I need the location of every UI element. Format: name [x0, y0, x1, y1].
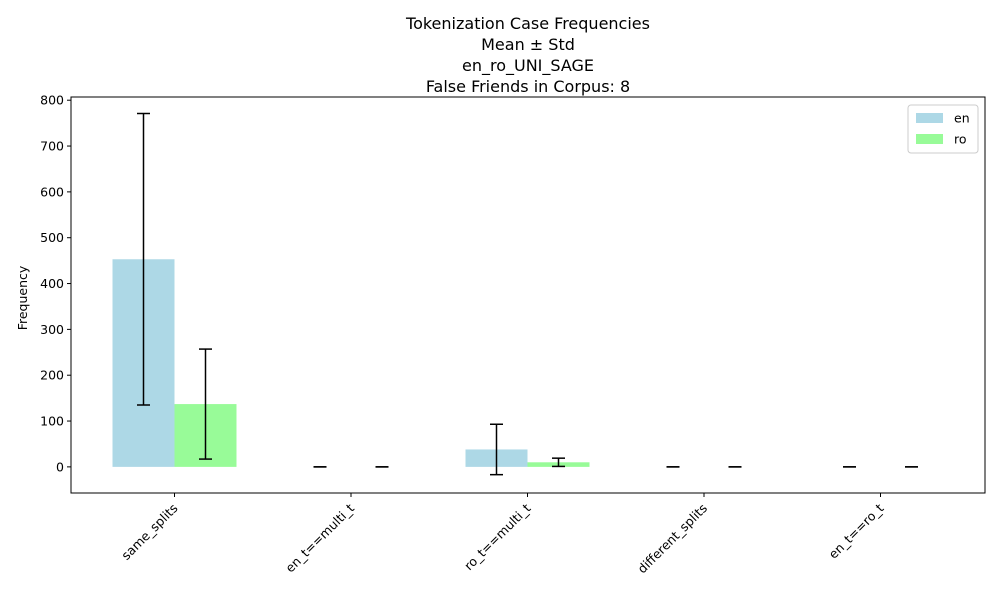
legend-swatch-ro [916, 134, 943, 144]
legend: en ro [907, 104, 979, 154]
y-tick-label-5: 500 [40, 230, 64, 245]
x-tick-label-0: same_splits [118, 501, 180, 563]
y-tick-label-0: 0 [56, 459, 64, 474]
chart-title: Tokenization Case Frequencies Mean ± Std… [405, 14, 650, 96]
x-tick-label-2: ro_t==multi_t [461, 500, 534, 573]
y-tick-label-2: 200 [40, 368, 64, 383]
x-tick-label-4: en_t==ro_t [826, 500, 887, 561]
legend-label-ro: ro [954, 132, 967, 147]
y-axis-label: Frequency [15, 265, 30, 330]
y-tick-label-4: 400 [40, 276, 64, 291]
axes: 0 100 200 300 400 500 600 700 800 same_splits en_t… [40, 93, 986, 577]
title-line-2: Mean ± Std [481, 35, 575, 54]
x-tick-label-3: different_splits [634, 501, 710, 577]
y-tick-label-1: 100 [40, 414, 64, 429]
y-tick-label-6: 600 [40, 184, 64, 199]
title-line-3: en_ro_UNI_SAGE [462, 56, 594, 76]
x-tick-label-1: en_t==multi_t [282, 500, 357, 575]
y-tick-label-8: 800 [40, 93, 64, 108]
legend-swatch-en [916, 113, 943, 123]
legend-label-en: en [954, 111, 970, 126]
y-tick-label-3: 300 [40, 322, 64, 337]
plot-area [112, 112, 918, 476]
title-line-4: False Friends in Corpus: 8 [426, 77, 630, 96]
y-tick-label-7: 700 [40, 139, 64, 154]
title-line-1: Tokenization Case Frequencies [405, 14, 650, 33]
